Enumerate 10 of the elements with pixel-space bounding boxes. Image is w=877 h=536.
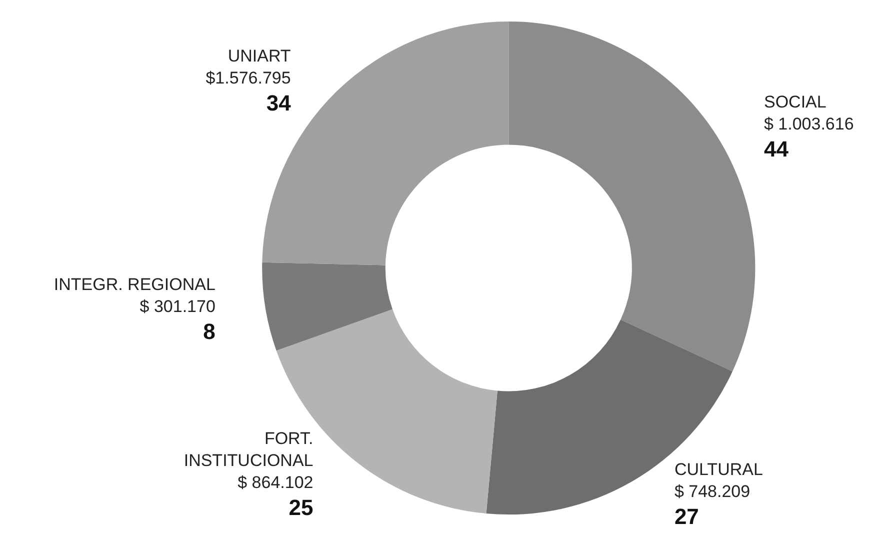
data-label: 44 [764,136,790,162]
slice-label: SOCIAL $ 1.003.616 [764,92,854,134]
slice-label: FORT. INSTITUCIONAL $ 864.102 [184,429,314,492]
data-label: 27 [674,504,699,530]
data-label: 25 [288,495,314,520]
slice-label: INTEGR. REGIONAL $ 301.170 [54,275,216,316]
data-label: 8 [203,319,216,344]
slice-label: UNIART $1.576.795 [206,46,291,88]
slice-label: CULTURAL $ 748.209 [674,460,763,502]
data-label: 34 [266,90,292,116]
